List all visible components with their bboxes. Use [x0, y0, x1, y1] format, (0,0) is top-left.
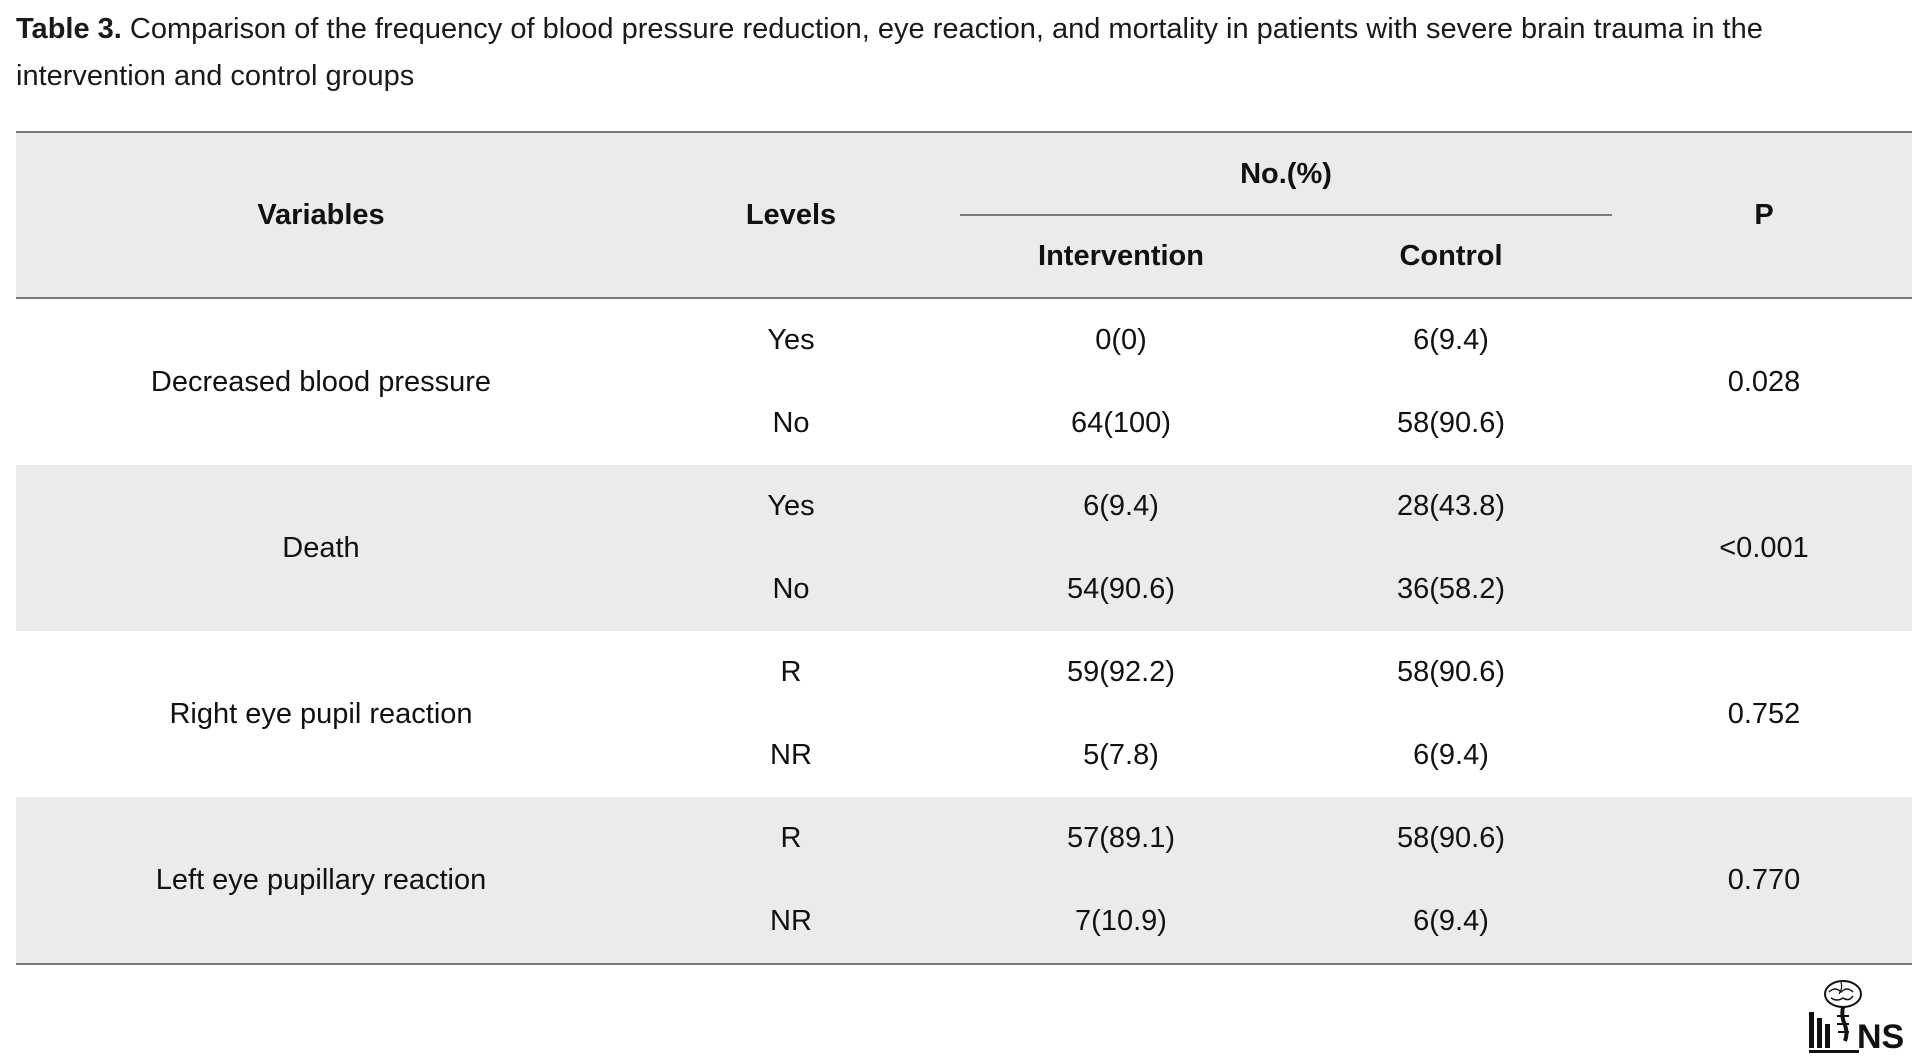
table-row: Decreased blood pressure Yes 0(0) 6(9.4)… [16, 298, 1912, 398]
table-row: Death Yes 6(9.4) 28(43.8) <0.001 [16, 465, 1913, 631]
intervention-cell: 0(0) [1095, 324, 1147, 356]
variable-cell: Decreased blood pressure [150, 365, 492, 398]
caption-text: Comparison of the frequency of blood pre… [16, 13, 1763, 92]
p-value-cell: 0.770 [1616, 797, 1913, 965]
table-row: NR 5(7.8) 6(9.4) [16, 714, 1912, 797]
table-row: Right eye pupil reaction R 59(92.2) 58(9… [16, 631, 1912, 730]
header-p: P [1616, 131, 1913, 299]
table-row: No 64(100) 58(90.6) [16, 382, 1912, 465]
table-header: Variables Levels No.(%) P Intervention C… [16, 131, 1913, 299]
level-cell: No [772, 407, 810, 439]
intervention-cell: 54(90.6) [956, 548, 1286, 631]
level-cell: Yes [626, 465, 956, 548]
header-variables: Variables [16, 131, 626, 299]
control-cell: 58(90.6) [1397, 656, 1506, 688]
variable-cell: Death [16, 465, 626, 631]
group-divider [960, 214, 1613, 216]
header-group-count: No.(%) [956, 131, 1617, 216]
control-cell: 36(58.2) [1286, 548, 1617, 631]
header-group-label: No.(%) [1240, 158, 1332, 190]
intervention-cell: 59(92.2) [1066, 656, 1175, 688]
variable-cell: Right eye pupil reaction [169, 697, 473, 730]
table-row: Left eye pupillary reaction R 57(89.1) 5… [16, 797, 1913, 965]
p-value-cell: 0.028 [1727, 365, 1801, 398]
level-cell: Yes [767, 324, 815, 356]
intervention-cell: 64(100) [1071, 407, 1171, 439]
level-cell: NR [626, 880, 956, 965]
brain-spine-logo-icon: NS [1809, 980, 1904, 1056]
control-cell: 58(90.6) [1397, 407, 1506, 439]
control-cell: 58(90.6) [1286, 797, 1617, 880]
control-cell: 28(43.8) [1286, 465, 1617, 548]
p-value-cell: 0.752 [1727, 697, 1801, 730]
intervention-cell: 7(10.9) [956, 880, 1286, 965]
level-cell: R [626, 797, 956, 880]
variable-cell: Left eye pupillary reaction [16, 797, 626, 965]
header-intervention: Intervention [956, 216, 1286, 299]
control-cell: 6(9.4) [1286, 880, 1617, 965]
level-cell: NR [770, 739, 812, 771]
control-cell: 6(9.4) [1413, 739, 1489, 771]
header-control: Control [1286, 216, 1617, 299]
table-caption: Table 3. Comparison of the frequency of … [16, 6, 1916, 100]
table-row: NR 7(10.9) 6(9.4) [16, 880, 1912, 965]
table-row: No 54(90.6) 36(58.2) [16, 548, 1912, 631]
caption-label: Table 3. [16, 13, 122, 45]
control-cell: 6(9.4) [1413, 324, 1489, 356]
results-table: Variables Levels No.(%) P Intervention C… [16, 131, 1913, 965]
intervention-cell: 5(7.8) [1083, 739, 1159, 771]
intervention-cell: 6(9.4) [956, 465, 1286, 548]
header-levels: Levels [626, 131, 956, 299]
logo-text: NS [1857, 1018, 1904, 1056]
level-cell: R [780, 656, 802, 688]
journal-logo: NS [1807, 978, 1915, 1056]
intervention-cell: 57(89.1) [956, 797, 1286, 880]
p-value-cell: <0.001 [1616, 465, 1913, 631]
level-cell: No [626, 548, 956, 631]
table-body: Decreased blood pressure Yes 0(0) 6(9.4)… [16, 298, 1913, 965]
